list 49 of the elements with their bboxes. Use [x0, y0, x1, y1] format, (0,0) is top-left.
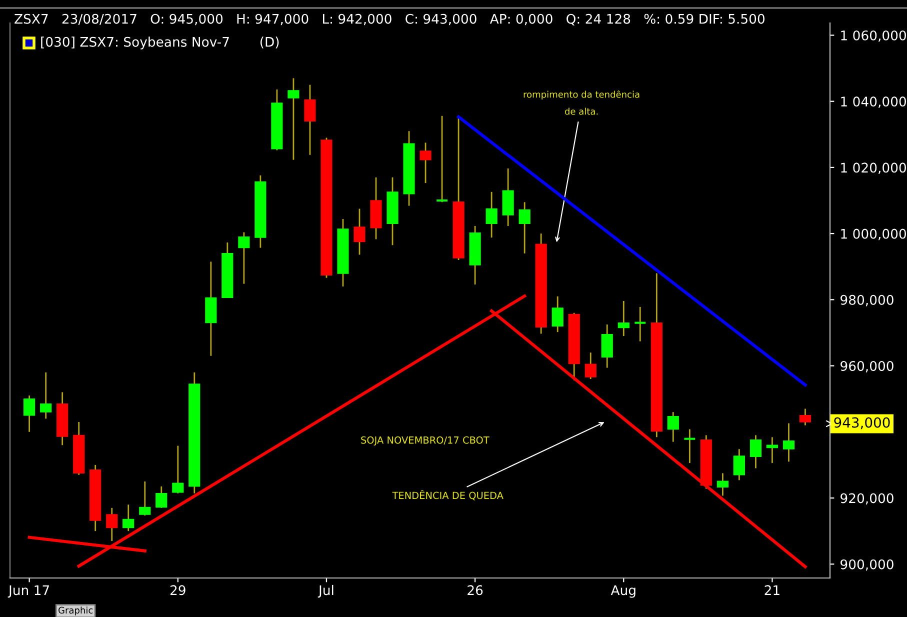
candlestick — [24, 394, 36, 433]
y-tick-label: 1 000,000 — [841, 228, 906, 240]
x-tick-label: Jun 17 — [8, 585, 49, 598]
candlestick — [172, 445, 184, 494]
candlestick — [288, 78, 300, 161]
candlestick — [552, 296, 564, 333]
x-tick-label: 26 — [468, 585, 483, 596]
y-tick-label: 960,000 — [840, 361, 894, 372]
candlestick — [618, 300, 630, 337]
candlestick — [436, 115, 449, 203]
candlestick — [750, 434, 762, 469]
candlestick — [683, 428, 696, 464]
candlestick — [238, 232, 250, 284]
candlestick — [420, 142, 432, 184]
candlestick — [667, 411, 679, 443]
y-tick-label: 1 060,000 — [841, 30, 906, 42]
candlestick — [766, 436, 778, 464]
annotation: rompimento da tendência de alta. — [524, 90, 640, 115]
candlestick — [304, 84, 316, 156]
text: Graphic — [58, 606, 93, 616]
y-tick-label: 1 020,000 — [841, 162, 906, 174]
candlestick — [518, 201, 530, 254]
candlestick — [634, 306, 647, 342]
y-tick-label: 980,000 — [840, 294, 894, 306]
candlestick — [733, 448, 745, 481]
y-tick-label: 920,000 — [840, 493, 894, 505]
candlestick — [40, 372, 52, 420]
candlestick — [106, 507, 118, 542]
x-tick-label: 21 — [764, 585, 780, 595]
text: [030] ZSX7: Soybeans Nov-7 (D) — [41, 36, 279, 50]
candlestick — [601, 324, 613, 368]
y-tick-label: 900,000 — [840, 559, 894, 571]
candlestick — [799, 408, 812, 426]
candlestick — [782, 422, 795, 462]
candlestick — [486, 191, 498, 238]
x-tick-label: 29 — [170, 585, 186, 596]
chart-title: ZSX7 23/08/2017 O: 945,000 H: 947,000 L: 942,000 C: 943,000 AP: 0,000 Q: 24 128 %: 0.59 DIF: 5.500 — [14, 14, 764, 26]
x-tick-label: Jul — [318, 584, 334, 598]
annotation: TENDÊNCIA DE QUEDA — [392, 490, 504, 500]
candlestick — [139, 480, 151, 516]
candlestick — [156, 486, 168, 509]
candlestick — [122, 504, 134, 532]
candlestick — [584, 352, 596, 380]
candlestick — [354, 208, 366, 256]
candlestick — [716, 472, 728, 496]
annotation: SOJA NOVEMBRO/17 CBOT — [361, 436, 490, 446]
x-tick-label: Aug — [610, 585, 636, 598]
y-tick-label: 1 040,000 — [841, 96, 906, 108]
text: 943,000 — [834, 417, 890, 430]
